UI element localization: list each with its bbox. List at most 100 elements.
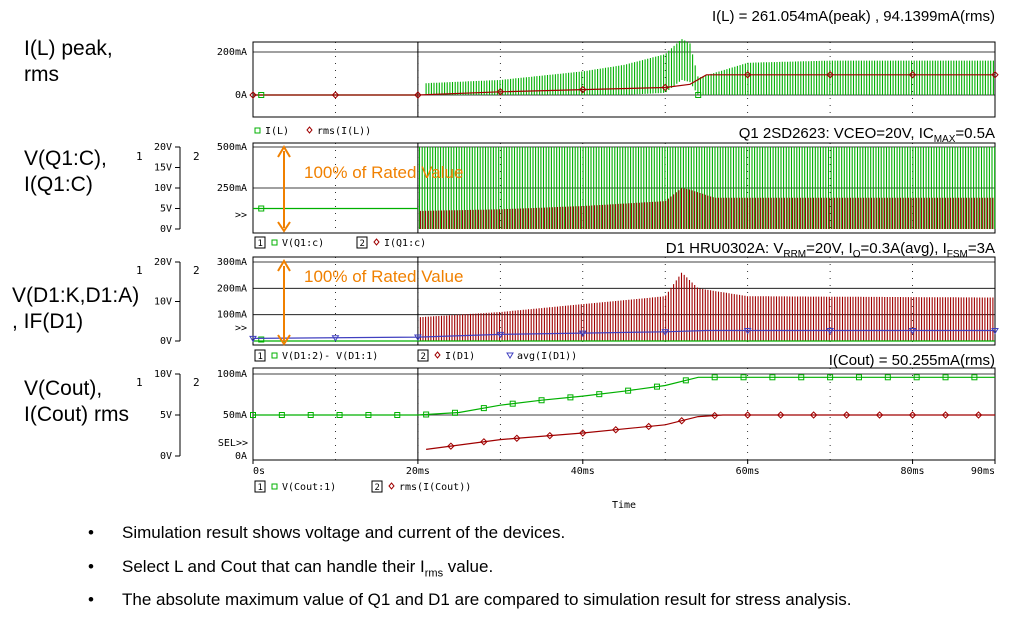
- panel-4-ic-series: [426, 414, 995, 450]
- panel-4-ic-marker: [447, 442, 455, 450]
- panel-1-legend-il: I(L): [265, 126, 289, 137]
- panel-4-vc-marker: [884, 374, 891, 381]
- bullet-text-2: Select L and Cout that can handle their …: [122, 556, 922, 584]
- panel-1-rms-marker: [908, 71, 917, 79]
- panel-3-avg-marker: [826, 327, 834, 335]
- panel-4-vc-marker: [653, 383, 660, 390]
- panel-4-vc-marker: [365, 412, 372, 418]
- panel-2-legend-axis2-box: [356, 236, 368, 249]
- header-q1: Q1 2SD2623: VCEO=20V, ICMAX=0.5A: [739, 125, 995, 145]
- panel-3-y1-tick: 20V: [154, 257, 172, 268]
- panel-3-avg-marker: [743, 327, 752, 335]
- header-d1-a: D1 HRU0302A: V: [665, 240, 784, 257]
- panel-4-vc-marker: [971, 374, 978, 381]
- panel-4-axis-id-1: 1: [136, 376, 143, 389]
- panel-label-cout-line1: V(Cout),: [24, 377, 103, 400]
- header-d1-d: =3A: [967, 240, 995, 257]
- panel-2-legend-iq-marker: [373, 238, 380, 246]
- panel-2-legend-iq: I(Q1:c): [384, 238, 426, 249]
- panel-4-ic-marker: [678, 417, 686, 425]
- panel-4-xtick: 80ms: [901, 466, 925, 477]
- panel-4-vc-marker: [711, 374, 718, 381]
- panel-3-avg-marker: [661, 329, 670, 336]
- panel-2-vq-band: [418, 147, 996, 229]
- panel-4-y1-tick: 10V: [154, 369, 172, 380]
- panel-4-vc-marker: [278, 412, 285, 418]
- panel-4-xtick: 90ms: [971, 466, 995, 477]
- header-d1-csub: FSM: [946, 249, 968, 260]
- panel-4-vc-marker: [336, 412, 343, 418]
- panel-4-ic-marker: [546, 431, 554, 440]
- panel-4-xtick: 0s: [253, 466, 265, 477]
- bullet-dot-3: •: [88, 590, 94, 609]
- panel-4-vc-marker: [423, 411, 430, 418]
- panel-label-q1: V(Q1:C), I(Q1:C): [24, 146, 107, 198]
- panel-2-legend-axis1-box: [254, 236, 266, 249]
- panel-2-y2-tick: 500mA: [217, 142, 247, 153]
- bullet-text-3: The absolute maximum value of Q1 and D1 …: [122, 590, 852, 609]
- panel-2-cursor-mark: >>: [235, 210, 247, 221]
- panel-2-axis-id-1: 1: [136, 150, 143, 163]
- panel-3-legend-axis2: 2: [421, 352, 426, 362]
- panel-3-legend-avg: avg(I(D1)): [517, 351, 577, 362]
- panel-4-legend-ic-marker: [388, 482, 395, 490]
- panel-1-rms-marker: [496, 88, 505, 96]
- panel-4-vc-marker: [942, 374, 949, 381]
- header-q1-sub: MAX: [933, 134, 956, 145]
- panel-3-avg-marker: [908, 327, 917, 335]
- panel-1-ytick-0: 0A: [235, 90, 247, 101]
- panel-label-cout-line2: I(Cout) rms: [24, 403, 129, 426]
- panel-4-ic-marker: [842, 411, 851, 419]
- panel-label-d1-line2: , IF(D1): [12, 310, 84, 333]
- panel-3-y2-tick: 200mA: [217, 283, 247, 294]
- panel-3-y1-tick: 0V: [160, 336, 172, 347]
- panel-3-avg-marker: [331, 335, 340, 342]
- bullet-text-1: Simulation result shows voltage and curr…: [122, 523, 566, 542]
- panel-4-xtick: 60ms: [736, 466, 760, 477]
- panel-3-legend-axis1: 1: [258, 352, 263, 362]
- panel-4-vc-marker: [250, 412, 256, 418]
- panel-3-rated-arrow-head-top: [277, 259, 291, 272]
- panel-4-ic-marker: [579, 429, 587, 437]
- x-axis-label: Time: [612, 500, 636, 511]
- panel-4-vc-marker: [538, 397, 545, 404]
- panel-4-vc-marker: [855, 374, 862, 381]
- header-d1-asub: RRM: [783, 249, 807, 260]
- panel-1-rms-marker: [826, 71, 834, 79]
- panel-3-legend-vd: V(D1:2)- V(D1:1): [282, 351, 378, 362]
- panel-2-legend-vq: V(Q1:c): [282, 238, 324, 249]
- header-cout: I(Cout) = 50.255mA(rms): [828, 352, 995, 369]
- panel-4-vc-marker: [798, 374, 805, 381]
- bullet-dot-1: •: [88, 523, 94, 542]
- header-d1-bsub: O: [852, 249, 861, 260]
- header-d1-b: =20V, I: [806, 240, 853, 257]
- panel-4-legend-vc-marker: [271, 483, 278, 490]
- panel-1-legend-rms-marker: [306, 126, 313, 134]
- panel-1-il-marker: [258, 92, 265, 98]
- panel-4-cursor-mark: SEL>>: [218, 438, 248, 449]
- panel-3-avg-marker: [496, 331, 505, 339]
- panel-1-rms-marker: [991, 71, 999, 79]
- panel-4-vc-marker: [625, 387, 632, 394]
- panel-4-y2-tick: 100mA: [217, 369, 247, 380]
- panel-1-legend-rms: rms(I(L)): [317, 126, 371, 137]
- panel-label-d1-line1: V(D1:K,D1:A): [12, 284, 140, 307]
- panel-3-y2-tick: 300mA: [217, 257, 247, 268]
- panel-4-vc-marker: [509, 400, 516, 407]
- panel-4-y1-tick: 0V: [160, 451, 172, 462]
- panel-4-frame: [252, 367, 996, 461]
- panel-4-ic-marker: [480, 438, 488, 446]
- panel-4-vc-marker: [567, 394, 574, 401]
- panel-4-vc-marker: [827, 374, 834, 381]
- panel-label-il-line2: rms: [24, 63, 59, 86]
- panel-1-rms-marker: [249, 91, 257, 99]
- panel-4-y1-tick: 5V: [160, 410, 172, 421]
- panel-4-ic-marker: [974, 411, 983, 419]
- panel-1-rms-series: [253, 74, 995, 96]
- bullet-text-2-sub: rms: [424, 567, 444, 580]
- panel-3-axis-id-2: 2: [193, 264, 200, 277]
- panel-2-vq-marker: [258, 205, 265, 212]
- header-q1-text2: =0.5A: [955, 125, 995, 142]
- panel-3-avg-series: [252, 329, 995, 339]
